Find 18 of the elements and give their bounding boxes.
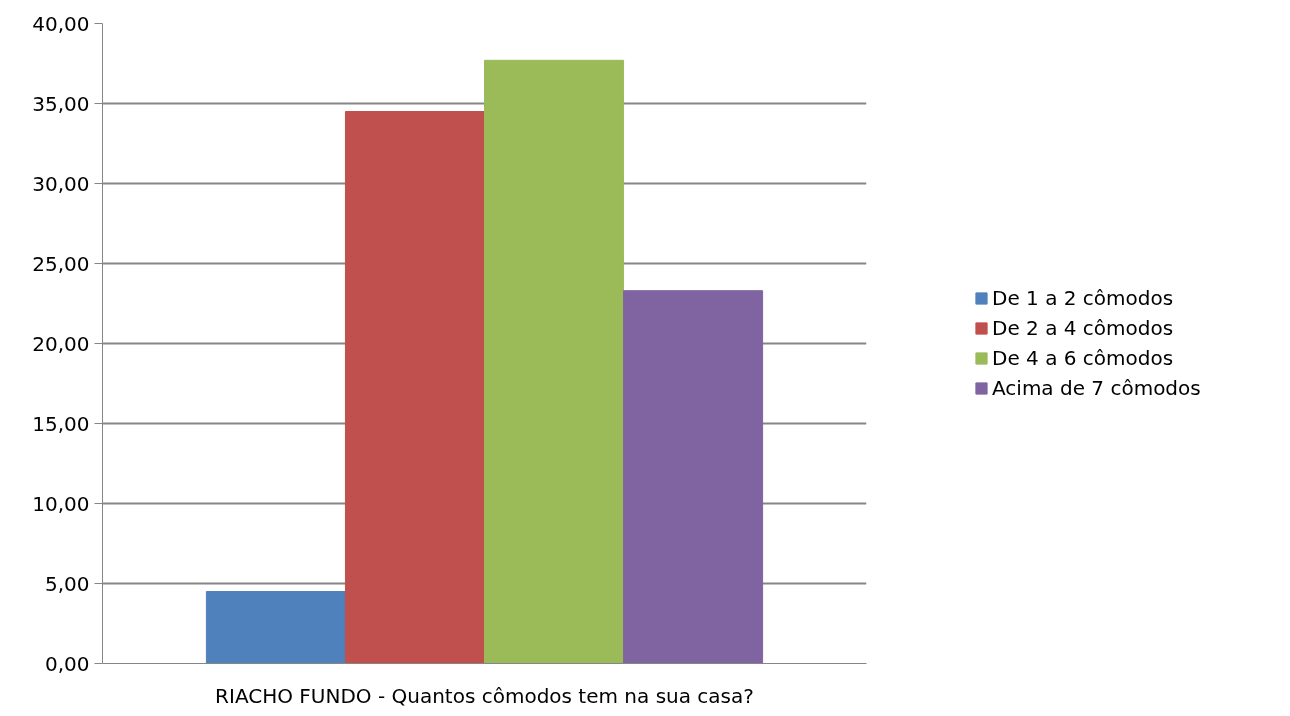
- y-tick-label: 10,00: [32, 491, 90, 516]
- legend-label: De 2 a 4 cômodos: [992, 316, 1174, 340]
- legend-label: De 1 a 2 cômodos: [992, 286, 1174, 310]
- y-tick-label: 25,00: [32, 251, 90, 276]
- bar: [205, 591, 346, 664]
- y-tick-label: 5,00: [44, 571, 90, 596]
- y-tick-label: 35,00: [32, 91, 90, 116]
- bar: [484, 59, 625, 664]
- bar: [623, 290, 764, 664]
- x-tick-label: RIACHO FUNDO - Quantos cômodos tem na sua casa?: [215, 683, 754, 708]
- y-tick-label: 40,00: [32, 11, 90, 36]
- bar: [344, 111, 485, 664]
- y-tick-label: 20,00: [32, 331, 90, 356]
- legend-label: De 4 a 6 cômodos: [992, 346, 1174, 370]
- y-tick-label: 30,00: [32, 171, 90, 196]
- y-tick-label: 0,00: [44, 651, 90, 676]
- y-tick-label: 15,00: [32, 411, 90, 436]
- legend-label: Acima de 7 cômodos: [992, 376, 1201, 400]
